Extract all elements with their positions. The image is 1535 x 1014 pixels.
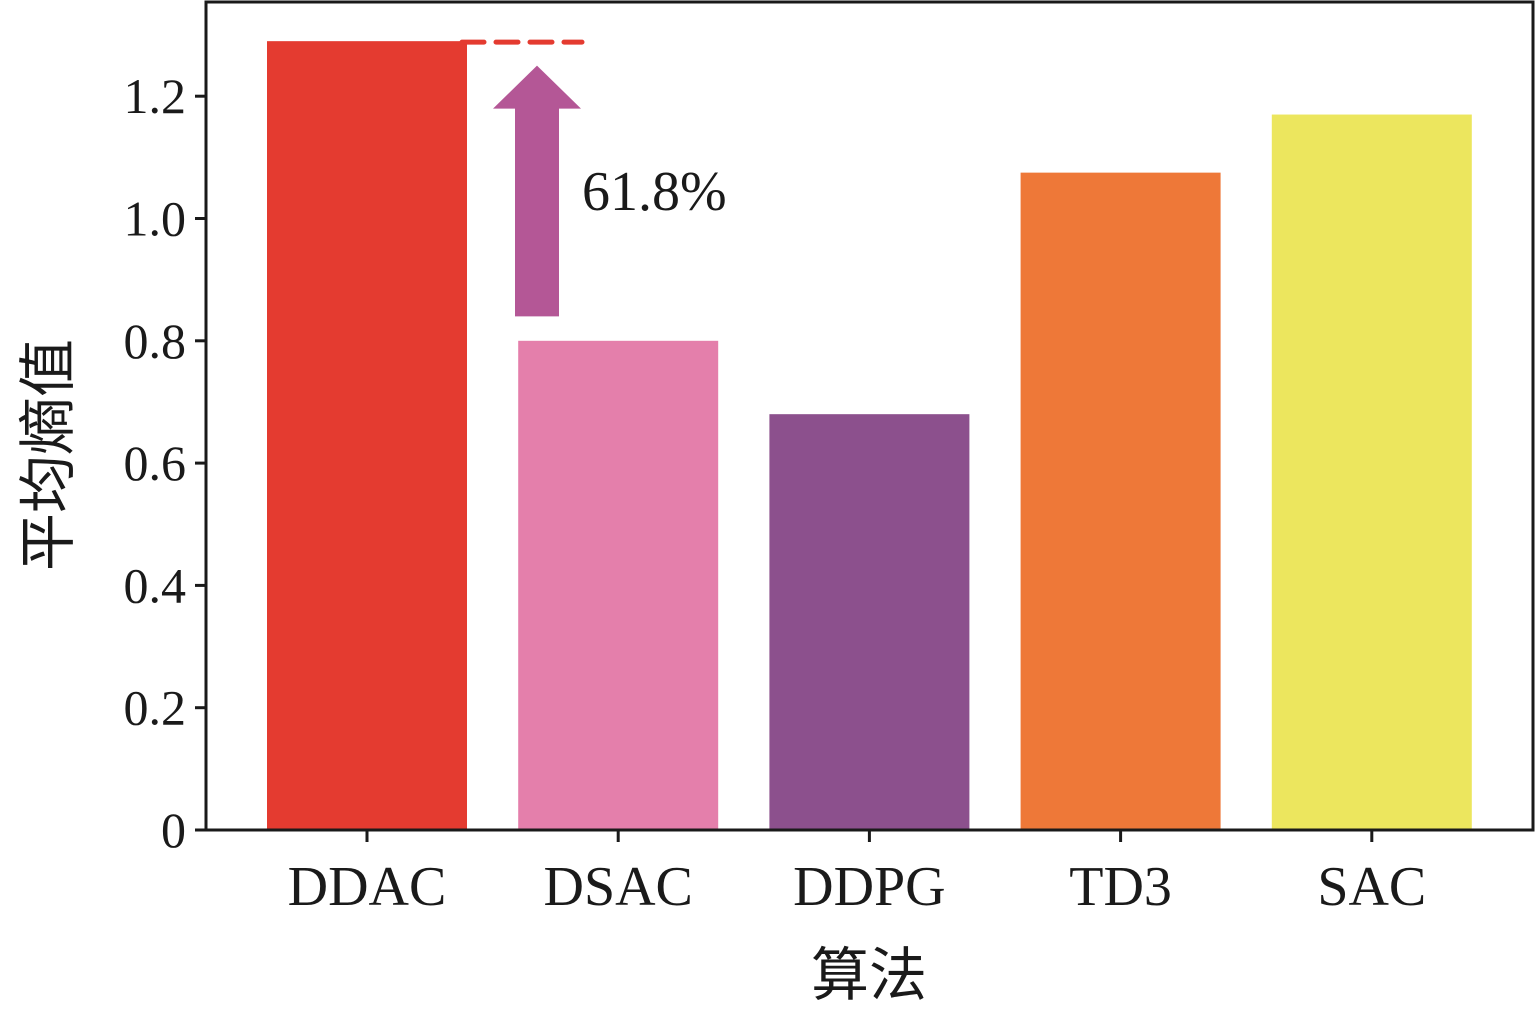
increase-arrow xyxy=(493,65,581,317)
y-tick-label: 1.2 xyxy=(124,68,187,124)
bar-dsac xyxy=(518,340,719,830)
y-tick-label: 0.8 xyxy=(124,313,187,369)
x-tick-label-ddpg: DDPG xyxy=(793,856,945,918)
y-tick-label: 1.0 xyxy=(124,191,187,247)
y-axis-ticks: 0 0.2 0.4 0.6 0.8 1.0 1.2 xyxy=(124,68,206,858)
annotation-percent-label: 61.8% xyxy=(582,161,727,223)
x-tick-label-sac: SAC xyxy=(1317,856,1426,918)
y-axis-title: 平均熵值 xyxy=(14,339,82,571)
bar-sac xyxy=(1271,114,1472,831)
bars-group xyxy=(267,41,1472,831)
x-tick-label-td3: TD3 xyxy=(1069,856,1172,918)
x-axis-title: 算法 xyxy=(811,941,927,1009)
x-tick-label-dsac: DSAC xyxy=(544,856,693,918)
bar-td3 xyxy=(1020,172,1221,830)
x-tick-label-ddac: DDAC xyxy=(288,856,447,918)
y-tick-label: 0.2 xyxy=(124,680,187,736)
x-axis-ticks: DDAC DSAC DDPG TD3 SAC xyxy=(288,830,1426,918)
bar-ddpg xyxy=(769,414,970,830)
bar-ddac xyxy=(267,41,467,831)
y-tick-label: 0 xyxy=(161,802,186,858)
y-tick-label: 0.6 xyxy=(124,435,187,491)
y-tick-label: 0.4 xyxy=(124,557,187,613)
annotations-group: 61.8% xyxy=(459,39,727,317)
